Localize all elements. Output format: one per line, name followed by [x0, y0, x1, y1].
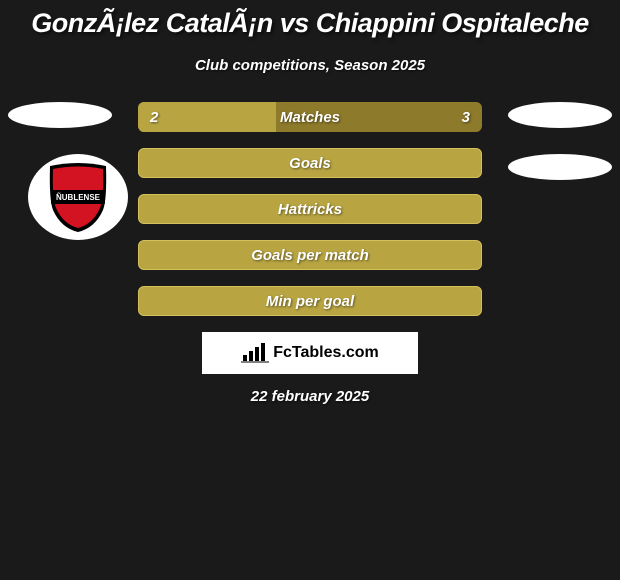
mpg-label: Min per goal	[266, 293, 354, 310]
goals-label: Goals	[289, 155, 331, 172]
nublense-shield-icon: ÑUBLENSE	[45, 160, 111, 234]
date-text: 22 february 2025	[138, 388, 482, 405]
gpm-label: Goals per match	[251, 247, 369, 264]
comparison-content: ÑUBLENSE 2 Matches 3 Goals Hattricks Goa…	[0, 102, 620, 405]
stat-row-gpm: Goals per match	[138, 240, 482, 270]
matches-label: Matches	[280, 109, 340, 126]
svg-text:ÑUBLENSE: ÑUBLENSE	[56, 193, 101, 202]
right-player-markers	[508, 102, 612, 206]
matches-left-value: 2	[150, 109, 158, 126]
brand-box: FcTables.com	[202, 332, 418, 374]
left-player-markers: ÑUBLENSE	[8, 102, 128, 240]
matches-fill	[138, 102, 276, 132]
brand-text: FcTables.com	[273, 344, 379, 362]
marker-pill	[508, 102, 612, 128]
subtitle: Club competitions, Season 2025	[0, 57, 620, 74]
chart-bars-icon	[241, 343, 269, 363]
matches-right-value: 3	[462, 109, 470, 126]
page-title: GonzÃ¡lez CatalÃ¡n vs Chiappini Ospitale…	[0, 0, 620, 39]
stat-row-matches: 2 Matches 3	[138, 102, 482, 132]
marker-pill	[508, 154, 612, 180]
stat-row-hattricks: Hattricks	[138, 194, 482, 224]
stats-column: 2 Matches 3 Goals Hattricks Goals per ma…	[138, 102, 482, 405]
club-logo-left: ÑUBLENSE	[28, 154, 128, 240]
marker-pill	[8, 102, 112, 128]
hattricks-label: Hattricks	[278, 201, 342, 218]
stat-row-mpg: Min per goal	[138, 286, 482, 316]
stat-row-goals: Goals	[138, 148, 482, 178]
